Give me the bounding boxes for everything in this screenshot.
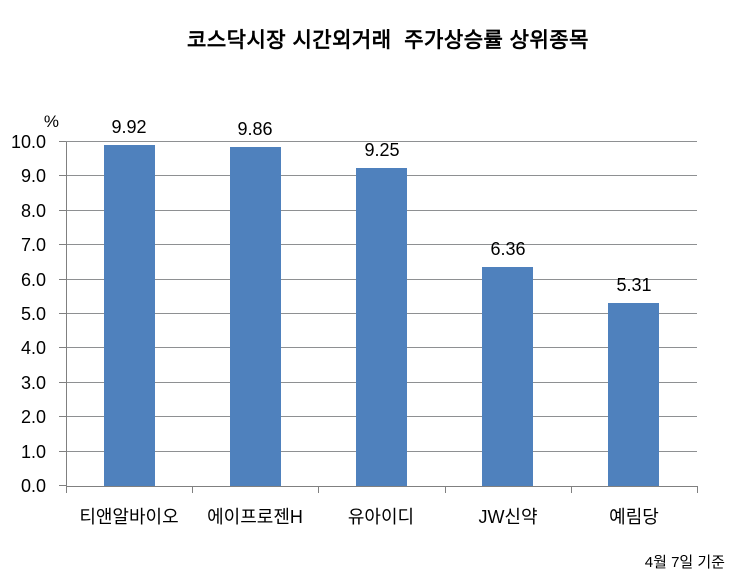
- y-tick-label: 9.0: [20, 166, 46, 187]
- x-axis-tick: [318, 486, 319, 493]
- x-axis-tick: [571, 486, 572, 493]
- y-axis-tick: [59, 450, 66, 452]
- gridline: [66, 141, 697, 142]
- y-axis-tick: [59, 485, 66, 486]
- y-tick-label: 10.0: [10, 132, 46, 152]
- bar: [104, 145, 155, 486]
- bar: [230, 147, 281, 486]
- footnote: 4월 7일 기준: [644, 554, 725, 571]
- bar-value-label: 9.92: [111, 117, 147, 137]
- y-axis-tick: [59, 244, 66, 246]
- bar: [608, 303, 659, 486]
- x-axis-tick: [445, 486, 446, 493]
- x-axis-tick: [66, 486, 67, 493]
- y-axis-tick: [59, 278, 66, 280]
- y-axis-tick: [59, 209, 66, 211]
- bar-value-label: 6.36: [490, 239, 526, 259]
- y-tick-label: 2.0: [20, 407, 46, 428]
- bar-value-label: 9.25: [364, 140, 400, 160]
- category-label: 예림당: [609, 507, 659, 527]
- y-axis-tick: [59, 416, 66, 418]
- y-axis-tick: [59, 381, 66, 383]
- y-tick-label: 5.0: [20, 304, 46, 324]
- x-axis-tick: [192, 486, 193, 493]
- y-axis-tick: [59, 313, 66, 314]
- x-axis-tick: [697, 486, 698, 493]
- y-axis-line: [66, 142, 67, 486]
- x-axis-line: [66, 486, 698, 487]
- y-axis-unit-label: %: [43, 112, 59, 131]
- chart-title: 코스닥시장 시간외거래 주가상승률 상위종목: [187, 29, 589, 52]
- y-axis-tick: [59, 175, 66, 177]
- bar-value-label: 5.31: [616, 275, 652, 295]
- y-tick-label: 1.0: [20, 441, 46, 462]
- bar: [482, 267, 533, 486]
- category-label: 티앤알바이오: [79, 507, 179, 527]
- bar-value-label: 9.86: [237, 119, 273, 139]
- y-tick-label: 0.0: [20, 476, 46, 496]
- bar: [356, 168, 407, 486]
- category-label: 에이프로젠H: [207, 507, 303, 527]
- y-tick-label: 7.0: [20, 235, 46, 256]
- category-label: JW신약: [478, 507, 538, 527]
- category-label: 유아이디: [347, 507, 415, 527]
- y-axis-tick: [59, 141, 66, 142]
- y-tick-label: 8.0: [20, 200, 46, 221]
- y-tick-label: 3.0: [20, 372, 46, 393]
- y-tick-label: 4.0: [20, 338, 46, 359]
- y-axis-tick: [59, 347, 66, 349]
- y-tick-label: 6.0: [20, 269, 46, 290]
